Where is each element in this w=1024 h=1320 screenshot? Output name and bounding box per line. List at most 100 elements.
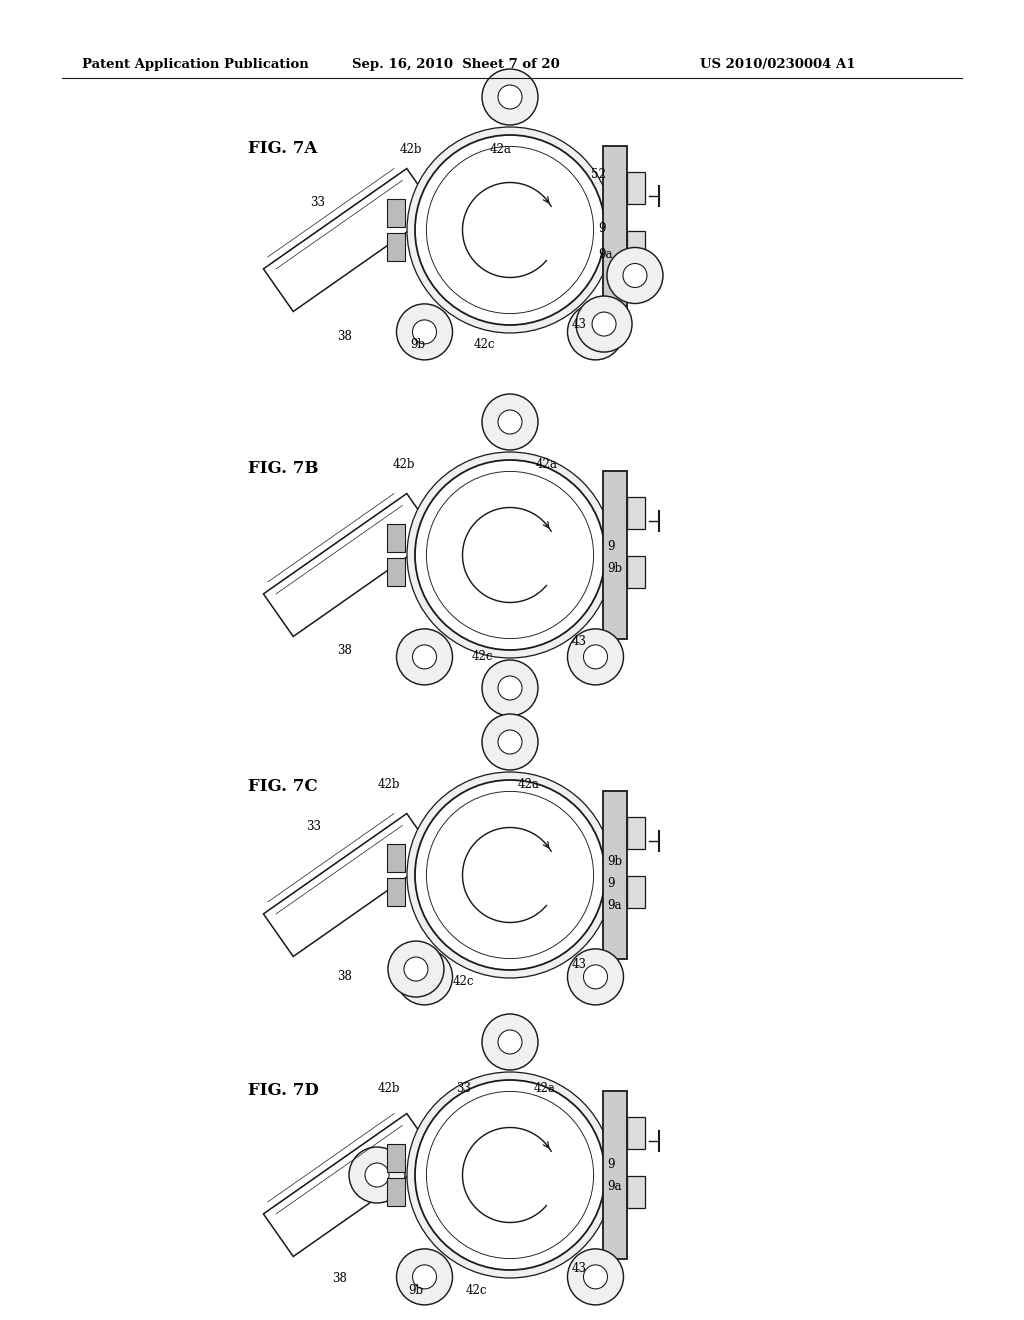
Text: Sep. 16, 2010  Sheet 7 of 20: Sep. 16, 2010 Sheet 7 of 20 [352, 58, 560, 71]
Circle shape [584, 645, 607, 669]
Text: 38: 38 [337, 970, 352, 983]
Bar [627, 231, 645, 263]
Text: 9: 9 [607, 876, 614, 890]
Bar [387, 232, 406, 261]
Circle shape [498, 730, 522, 754]
Circle shape [407, 1072, 613, 1278]
Bar [603, 147, 627, 314]
Circle shape [396, 949, 453, 1005]
Text: 43: 43 [572, 318, 587, 331]
Circle shape [577, 296, 632, 352]
Circle shape [413, 1265, 436, 1288]
Bar [387, 845, 406, 873]
Text: Patent Application Publication: Patent Application Publication [82, 58, 309, 71]
Text: 42c: 42c [472, 649, 494, 663]
Text: 52: 52 [591, 168, 606, 181]
Circle shape [415, 135, 605, 325]
Text: 33: 33 [456, 1082, 471, 1096]
Circle shape [407, 772, 613, 978]
Circle shape [498, 676, 522, 700]
Circle shape [607, 247, 663, 304]
Text: 9b: 9b [410, 338, 425, 351]
Bar [627, 556, 645, 587]
Text: 42b: 42b [378, 777, 400, 791]
Circle shape [623, 264, 647, 288]
Circle shape [413, 645, 436, 669]
Circle shape [365, 1163, 389, 1187]
Text: 33: 33 [310, 195, 325, 209]
Circle shape [482, 714, 538, 770]
Text: 9a: 9a [598, 248, 612, 261]
Text: US 2010/0230004 A1: US 2010/0230004 A1 [700, 58, 855, 71]
Circle shape [349, 1147, 406, 1203]
Text: 43: 43 [572, 1262, 587, 1275]
Bar [603, 471, 627, 639]
Circle shape [498, 84, 522, 110]
Text: 43: 43 [572, 958, 587, 972]
Text: 42a: 42a [536, 458, 558, 471]
Text: 9: 9 [598, 222, 605, 235]
Text: FIG. 7D: FIG. 7D [248, 1082, 318, 1100]
Circle shape [482, 660, 538, 715]
Text: 9a: 9a [607, 899, 622, 912]
Circle shape [407, 451, 613, 657]
Circle shape [482, 393, 538, 450]
Circle shape [498, 1030, 522, 1053]
Circle shape [396, 1249, 453, 1305]
Text: 38: 38 [332, 1272, 347, 1284]
Circle shape [567, 628, 624, 685]
Circle shape [413, 319, 436, 345]
Bar [387, 524, 406, 552]
Circle shape [584, 965, 607, 989]
Circle shape [584, 319, 607, 345]
Text: 38: 38 [337, 330, 352, 343]
Text: 38: 38 [337, 644, 352, 657]
Text: 42b: 42b [378, 1082, 400, 1096]
Bar [627, 817, 645, 849]
Text: 9b: 9b [607, 562, 623, 576]
Circle shape [396, 304, 453, 360]
Text: 42c: 42c [474, 338, 496, 351]
Text: 9b: 9b [607, 855, 623, 869]
Bar [627, 1176, 645, 1208]
Text: 42b: 42b [400, 143, 423, 156]
Circle shape [498, 411, 522, 434]
Circle shape [567, 949, 624, 1005]
Bar [627, 1117, 645, 1148]
Circle shape [415, 1080, 605, 1270]
Bar [627, 498, 645, 529]
Text: FIG. 7C: FIG. 7C [248, 777, 317, 795]
Bar [627, 172, 645, 205]
Bar [387, 878, 406, 906]
Text: FIG. 7A: FIG. 7A [248, 140, 317, 157]
Bar [387, 199, 406, 227]
Circle shape [415, 459, 605, 649]
Circle shape [413, 965, 436, 989]
Circle shape [584, 1265, 607, 1288]
Text: FIG. 7B: FIG. 7B [248, 459, 318, 477]
Circle shape [407, 127, 613, 333]
Circle shape [567, 304, 624, 360]
Text: 42a: 42a [534, 1082, 556, 1096]
Bar [387, 1144, 406, 1172]
Text: 33: 33 [306, 820, 321, 833]
Text: 42b: 42b [393, 458, 416, 471]
Text: 9a: 9a [607, 1180, 622, 1193]
Text: 42a: 42a [518, 777, 540, 791]
Circle shape [388, 941, 444, 997]
Circle shape [482, 1014, 538, 1071]
Circle shape [396, 628, 453, 685]
Text: 43: 43 [572, 635, 587, 648]
Bar [387, 1177, 406, 1205]
Circle shape [592, 312, 616, 337]
Bar [603, 791, 627, 960]
Circle shape [415, 780, 605, 970]
Circle shape [567, 1249, 624, 1305]
Bar [627, 875, 645, 908]
Bar [603, 1092, 627, 1259]
Text: 9: 9 [607, 540, 614, 553]
Text: 42a: 42a [490, 143, 512, 156]
Circle shape [403, 957, 428, 981]
Text: 42c: 42c [466, 1284, 487, 1298]
Text: 9b: 9b [408, 1284, 423, 1298]
